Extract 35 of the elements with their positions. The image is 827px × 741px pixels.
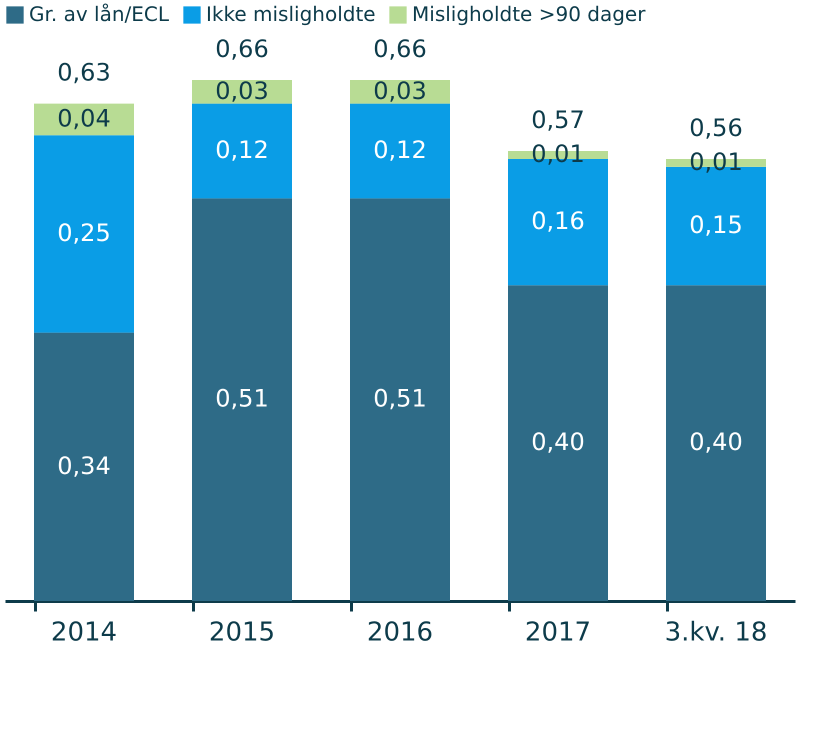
bar xyxy=(34,104,134,136)
x-tick-label: 3.kv. 18 xyxy=(664,618,768,648)
legend-label: Misligholdte >90 dager xyxy=(412,2,646,26)
data-label: 0,04 xyxy=(57,104,111,132)
x-tick-label: 2015 xyxy=(208,618,276,648)
data-label: 0,12 xyxy=(215,136,269,164)
data-label: 0,15 xyxy=(689,211,743,240)
bar xyxy=(34,135,134,333)
bar xyxy=(350,104,450,198)
bar xyxy=(666,285,766,601)
bar xyxy=(34,332,134,601)
x-tick-label: 2017 xyxy=(524,618,592,648)
bar xyxy=(350,198,450,601)
x-tick-label: 2014 xyxy=(50,618,118,648)
data-label: 0,12 xyxy=(373,136,427,164)
total-label: 0,63 xyxy=(57,58,111,87)
data-label: 0,34 xyxy=(57,452,111,480)
bar xyxy=(508,285,608,601)
data-label: 0,51 xyxy=(215,384,269,413)
data-label: 0,40 xyxy=(689,428,743,456)
data-label: 0,51 xyxy=(373,384,427,413)
bar xyxy=(192,198,292,601)
data-label: 0,16 xyxy=(531,207,585,236)
x-tick-label: 2016 xyxy=(366,618,434,648)
data-label: 0,25 xyxy=(57,218,111,247)
data-label: 0,03 xyxy=(215,76,269,105)
bar xyxy=(192,104,292,198)
total-label: 0,66 xyxy=(215,35,269,63)
total-label: 0,66 xyxy=(373,35,427,63)
total-label: 0,56 xyxy=(689,114,743,142)
data-label: 0,03 xyxy=(373,76,427,105)
total-label: 0,57 xyxy=(531,106,585,134)
data-label: 0,40 xyxy=(531,428,585,456)
legend-label: Gr. av lån/ECL xyxy=(29,2,170,26)
legend-label: Ikke misligholdte xyxy=(206,2,376,26)
